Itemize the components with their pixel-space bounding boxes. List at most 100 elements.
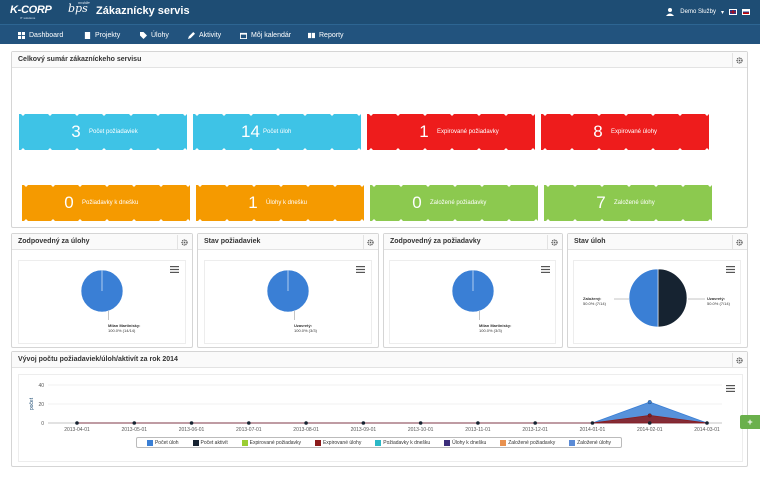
logo-subtext: IT solutions	[20, 16, 36, 20]
tag-icon	[140, 31, 147, 39]
settings-button[interactable]	[732, 353, 746, 367]
tile-ulohy-k-dnesku[interactable]: 1 Úlohy k dnešku	[196, 183, 364, 223]
top-bar: K-CORP IT solutions mobile bps Zákazníck…	[0, 0, 760, 24]
panel-header: Celkový sumár zákazníckeho servisu	[12, 52, 747, 68]
legend-item[interactable]: Požiadavky k dnešku	[375, 439, 430, 446]
legend-swatch	[146, 439, 153, 446]
k-corp-logo[interactable]: K-CORP IT solutions	[10, 4, 64, 20]
flag-en-icon[interactable]	[729, 9, 737, 15]
legend-item[interactable]: Založené úlohy	[569, 439, 612, 446]
tile-poziadavky-k-dnesku[interactable]: 0 Požiadavky k dnešku	[22, 183, 190, 223]
legend-label: Založené úlohy	[577, 439, 612, 446]
settings-button[interactable]	[177, 235, 191, 249]
gear-icon	[181, 238, 188, 246]
tile-label: Požiadavky k dnešku	[82, 200, 139, 206]
user-icon	[666, 8, 675, 16]
tile-zalozene-ulohy[interactable]: 7 Založené úlohy	[544, 183, 712, 223]
panel-title: Zodpovedný za požiadavky	[390, 238, 481, 245]
trend-chart-box	[18, 374, 743, 462]
pie-label: Milan Martinisky: 100.0% (3/3)	[479, 323, 512, 333]
legend-label: Počet úloh	[154, 439, 179, 446]
tile-value: 1	[419, 122, 429, 141]
nav-projekty[interactable]: Projekty	[84, 29, 120, 41]
flag-sk-icon[interactable]	[742, 9, 750, 15]
tile-label: Počet úloh	[263, 129, 292, 135]
legend-item[interactable]: Expirované požiadavky	[241, 439, 302, 446]
tile-expirovane-poziadavky[interactable]: 1 Expirované požiadavky	[367, 112, 535, 152]
user-name: Demo Služby	[680, 9, 716, 15]
panel-title: Vývoj počtu požiadaviek/úloh/aktivít za …	[18, 356, 178, 363]
chart-legend: Počet úloh Počet aktivít Expirované požiad…	[136, 437, 622, 448]
settings-button[interactable]	[732, 53, 746, 67]
add-button[interactable]: +	[740, 415, 760, 429]
tile-value: 0	[64, 193, 74, 212]
legend-item[interactable]: Založené požiadavky	[500, 439, 556, 446]
dashboard-icon	[18, 31, 25, 39]
chart-menu-icon[interactable]	[356, 266, 365, 273]
tile-pocet-uloh[interactable]: 14 Počet úloh	[193, 112, 361, 152]
chart-menu-icon[interactable]	[170, 266, 179, 273]
gear-icon	[736, 238, 743, 246]
nav-label: Dashboard	[29, 31, 64, 39]
chart-menu-icon[interactable]	[726, 385, 735, 392]
user-menu[interactable]: Demo Služby ▾	[665, 6, 750, 18]
nav-ulohy[interactable]: Úlohy	[140, 29, 169, 41]
tile-value: 8	[593, 122, 603, 141]
settings-button[interactable]	[732, 235, 746, 249]
legend-swatch	[569, 439, 576, 446]
legend-item[interactable]: Počet aktivít	[192, 439, 228, 446]
legend-label: Expirované požiadavky	[249, 439, 302, 446]
settings-button[interactable]	[363, 235, 377, 249]
pie-chart-3	[389, 260, 556, 344]
logo-text: K-CORP	[10, 4, 52, 16]
legend-swatch	[500, 439, 507, 446]
nav-dashboard[interactable]: Dashboard	[18, 29, 63, 41]
tile-label: Založené požiadavky	[430, 200, 487, 206]
product-logo: bps	[68, 2, 88, 15]
tile-label: Počet požiadaviek	[89, 129, 138, 135]
nav-aktivity[interactable]: Aktivity	[188, 29, 221, 41]
pie-chart-1	[18, 260, 186, 344]
legend-label: Úlohy k dnešku	[452, 439, 487, 446]
nav-label: Reporty	[319, 31, 344, 39]
tile-label: Úlohy k dnešku	[266, 200, 308, 206]
main-nav: Dashboard Projekty Úlohy Aktivity Môj ka…	[0, 24, 760, 44]
tile-zalozene-poziadavky[interactable]: 0 Založené požiadavky	[370, 183, 538, 223]
legend-swatch	[241, 439, 248, 446]
legend-label: Počet aktivít	[200, 439, 228, 446]
tile-pocet-poziadaviek[interactable]: 3 Počet požiadaviek	[19, 112, 187, 152]
legend-item[interactable]: Úlohy k dnešku	[444, 439, 487, 446]
panel-title: Celkový sumár zákazníckeho servisu	[18, 56, 142, 63]
nav-label: Úlohy	[151, 31, 169, 39]
pie-label: Uzavretý: 100.0% (3/3)	[294, 323, 317, 333]
folder-icon	[84, 31, 91, 39]
panel-title: Zodpovedný za úlohy	[18, 238, 90, 245]
pie-label: Milan Martinisky: 100.0% (14/14)	[108, 323, 141, 333]
legend-item[interactable]: Počet úloh	[146, 439, 179, 446]
nav-reporty[interactable]: Reporty	[308, 29, 344, 41]
tile-value: 1	[248, 193, 258, 212]
panel-title: Stav úloh	[574, 238, 606, 245]
panel-title: Stav požiadaviek	[204, 238, 261, 245]
product-subtext: mobile	[78, 0, 90, 5]
pie-label-left: Založený: 50.0% (7/14)	[583, 296, 606, 306]
tile-value: 7	[596, 193, 606, 212]
chart-menu-icon[interactable]	[541, 266, 550, 273]
gear-icon	[736, 56, 743, 64]
tile-label: Expirované požiadavky	[437, 129, 499, 135]
settings-button[interactable]	[547, 235, 561, 249]
chart-menu-icon[interactable]	[726, 266, 735, 273]
nav-label: Môj kalendár	[251, 31, 292, 39]
tile-label: Expirované úlohy	[611, 129, 658, 135]
gear-icon	[736, 356, 743, 364]
legend-swatch	[444, 439, 451, 446]
nav-kalendar[interactable]: Môj kalendár	[240, 29, 291, 41]
gear-icon	[551, 238, 558, 246]
pie-label-right: Uzavretý: 50.0% (7/14)	[707, 296, 730, 306]
legend-label: Založené požiadavky	[508, 439, 556, 446]
legend-swatch	[375, 439, 382, 446]
tile-expirovane-ulohy[interactable]: 8 Expirované úlohy	[541, 112, 709, 152]
pie-chart-2	[204, 260, 372, 344]
legend-item[interactable]: Expirované úlohy	[314, 439, 361, 446]
tile-value: 14	[241, 122, 260, 141]
